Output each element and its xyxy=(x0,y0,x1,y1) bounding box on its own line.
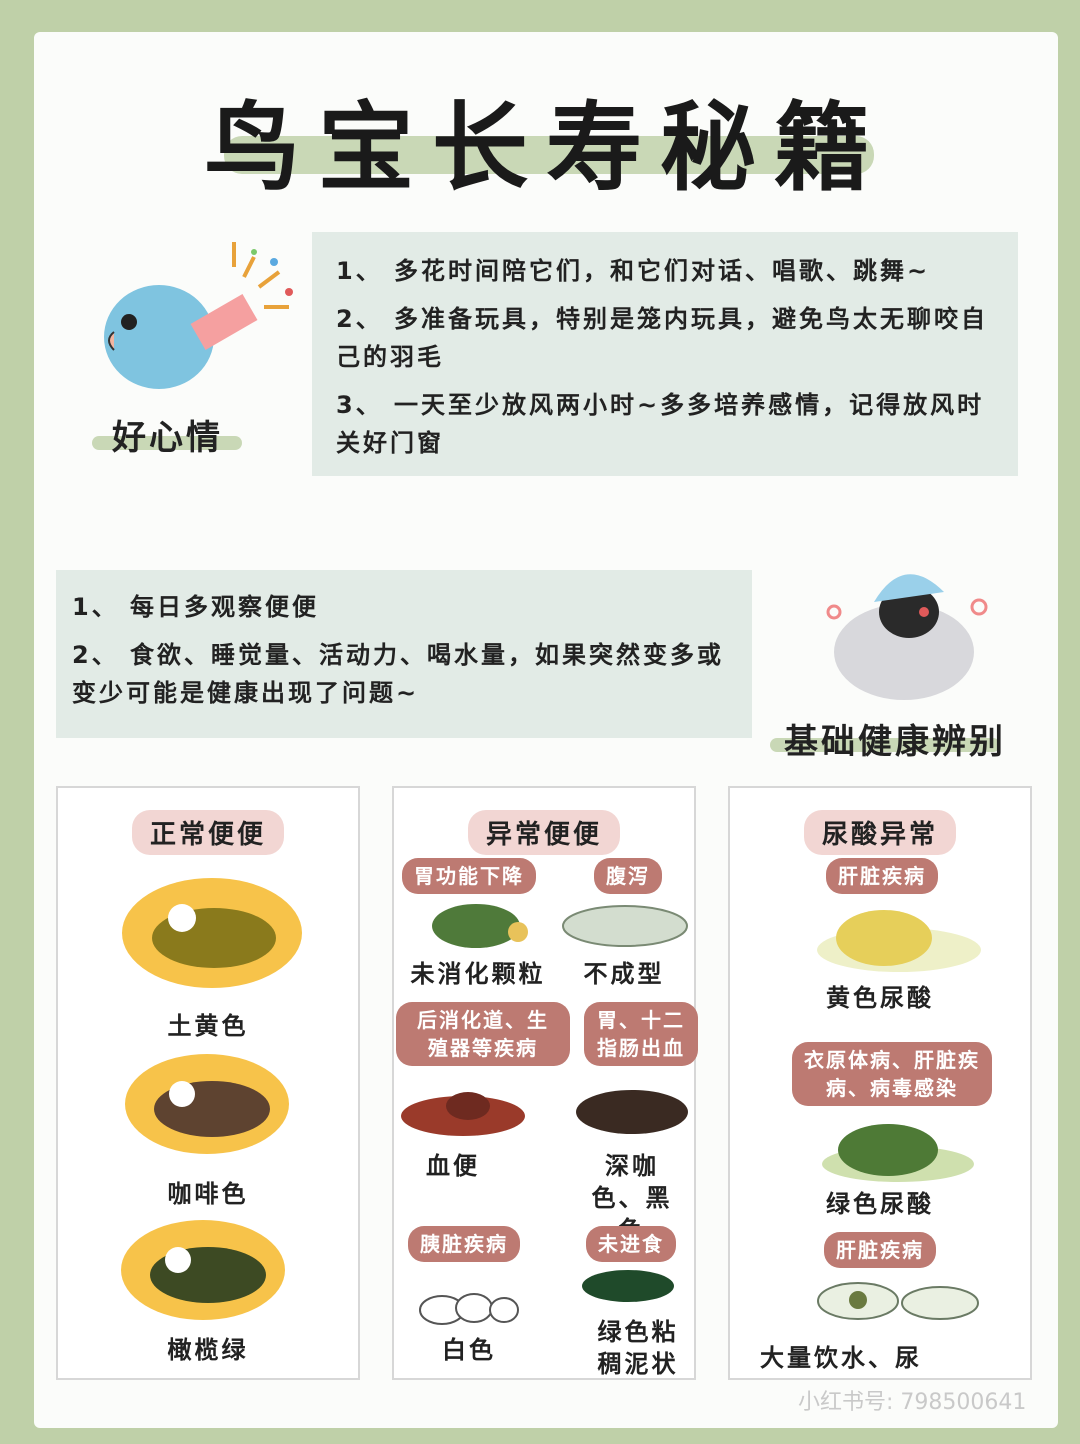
droppings-illustration xyxy=(121,1220,285,1320)
watermark: 小红书号: 798500641 xyxy=(798,1390,1027,1415)
green-sticky-droppings-icon xyxy=(582,1270,674,1302)
droppings-caption: 未消化颗粒 xyxy=(410,960,546,988)
cause-tag: 腹泻 xyxy=(594,858,662,894)
yellow-urate-icon xyxy=(817,910,981,972)
mood-tip: 2、 多准备玩具，特别是笼内玩具，避免鸟太无聊咬自己的羽毛 xyxy=(336,305,989,371)
urate-caption: 大量饮水、尿 xyxy=(760,1344,922,1372)
page-title: 鸟宝长寿秘籍 xyxy=(204,92,888,204)
green-urate-icon xyxy=(822,1124,974,1182)
droppings-caption: 不成型 xyxy=(583,960,665,988)
panel-title: 正常便便 xyxy=(131,810,284,855)
droppings-caption: 咖啡色 xyxy=(167,1180,249,1208)
undigested-droppings-icon xyxy=(432,904,528,948)
watery-urate-icon xyxy=(817,1282,979,1320)
urate-caption: 绿色尿酸 xyxy=(826,1190,934,1218)
cause-tag: 衣原体病、肝脏疾病、病毒感染 xyxy=(792,1042,992,1106)
panel-title: 尿酸异常 xyxy=(803,810,956,855)
panel-abnormal-urate: 尿酸异常 肝脏疾病 黄色尿酸 衣原体病、肝脏疾病、病毒感染 绿色尿酸 肝脏疾病 … xyxy=(728,786,1032,1380)
health-tips-box: 1、 每日多观察便便 2、 食欲、睡觉量、活动力、喝水量，如果突然变多或变少可能… xyxy=(56,570,752,738)
bloody-droppings-icon xyxy=(401,1092,525,1136)
sleepy-bird-illustration xyxy=(826,574,988,700)
droppings-caption: 白色 xyxy=(442,1336,496,1364)
cause-tag: 后消化道、生殖器等疾病 xyxy=(396,1002,570,1066)
cause-tag: 肝脏疾病 xyxy=(824,1232,936,1268)
urate-caption: 黄色尿酸 xyxy=(826,984,934,1012)
section-label-mood: 好心情 xyxy=(112,418,223,458)
party-bird-illustration xyxy=(104,242,293,389)
label-highlight xyxy=(92,436,242,450)
section-label-health: 基础健康辨别 xyxy=(784,722,1006,762)
cause-tag: 未进食 xyxy=(586,1226,676,1262)
droppings-caption: 绿色粘稠泥状 xyxy=(597,1318,679,1378)
mood-tip: 1、 多花时间陪它们，和它们对话、唱歌、跳舞~ xyxy=(336,257,931,285)
droppings-caption: 橄榄绿 xyxy=(167,1336,249,1364)
panel-title: 异常便便 xyxy=(467,810,620,855)
dark-droppings-icon xyxy=(576,1090,688,1134)
white-droppings-icon xyxy=(419,1293,519,1325)
health-tip: 2、 食欲、睡觉量、活动力、喝水量，如果突然变多或变少可能是健康出现了问题~ xyxy=(72,641,725,707)
panel-normal-droppings: 正常便便 土黄色 咖啡色 橄榄绿 xyxy=(56,786,360,1380)
cause-tag: 胃、十二指肠出血 xyxy=(584,1002,698,1066)
cause-tag: 肝脏疾病 xyxy=(826,858,938,894)
droppings-illustration xyxy=(122,878,302,988)
mood-tips-box: 1、 多花时间陪它们，和它们对话、唱歌、跳舞~ 2、 多准备玩具，特别是笼内玩具… xyxy=(312,232,1018,476)
panel-abnormal-droppings: 异常便便 胃功能下降 腹泻 未消化颗粒 不成型 后消化道、生殖器等疾病 胃、十二… xyxy=(392,786,698,1380)
cause-tag: 胰脏疾病 xyxy=(408,1226,520,1262)
health-tip: 1、 每日多观察便便 xyxy=(72,593,320,621)
unformed-droppings-icon xyxy=(562,905,688,947)
cause-tag: 胃功能下降 xyxy=(402,858,536,894)
title-highlight xyxy=(224,136,874,174)
droppings-caption: 血便 xyxy=(426,1152,480,1180)
droppings-illustration xyxy=(125,1054,289,1154)
mood-tip: 3、 一天至少放风两小时~多多培养感情，记得放风时关好门窗 xyxy=(336,391,985,457)
droppings-caption: 土黄色 xyxy=(167,1012,249,1040)
main-card: 鸟宝长寿秘籍 好心情 1、 多花时间陪它们，和它们对话、唱歌、跳舞~ 2、 多准… xyxy=(34,32,1058,1428)
label-highlight xyxy=(770,738,1000,752)
